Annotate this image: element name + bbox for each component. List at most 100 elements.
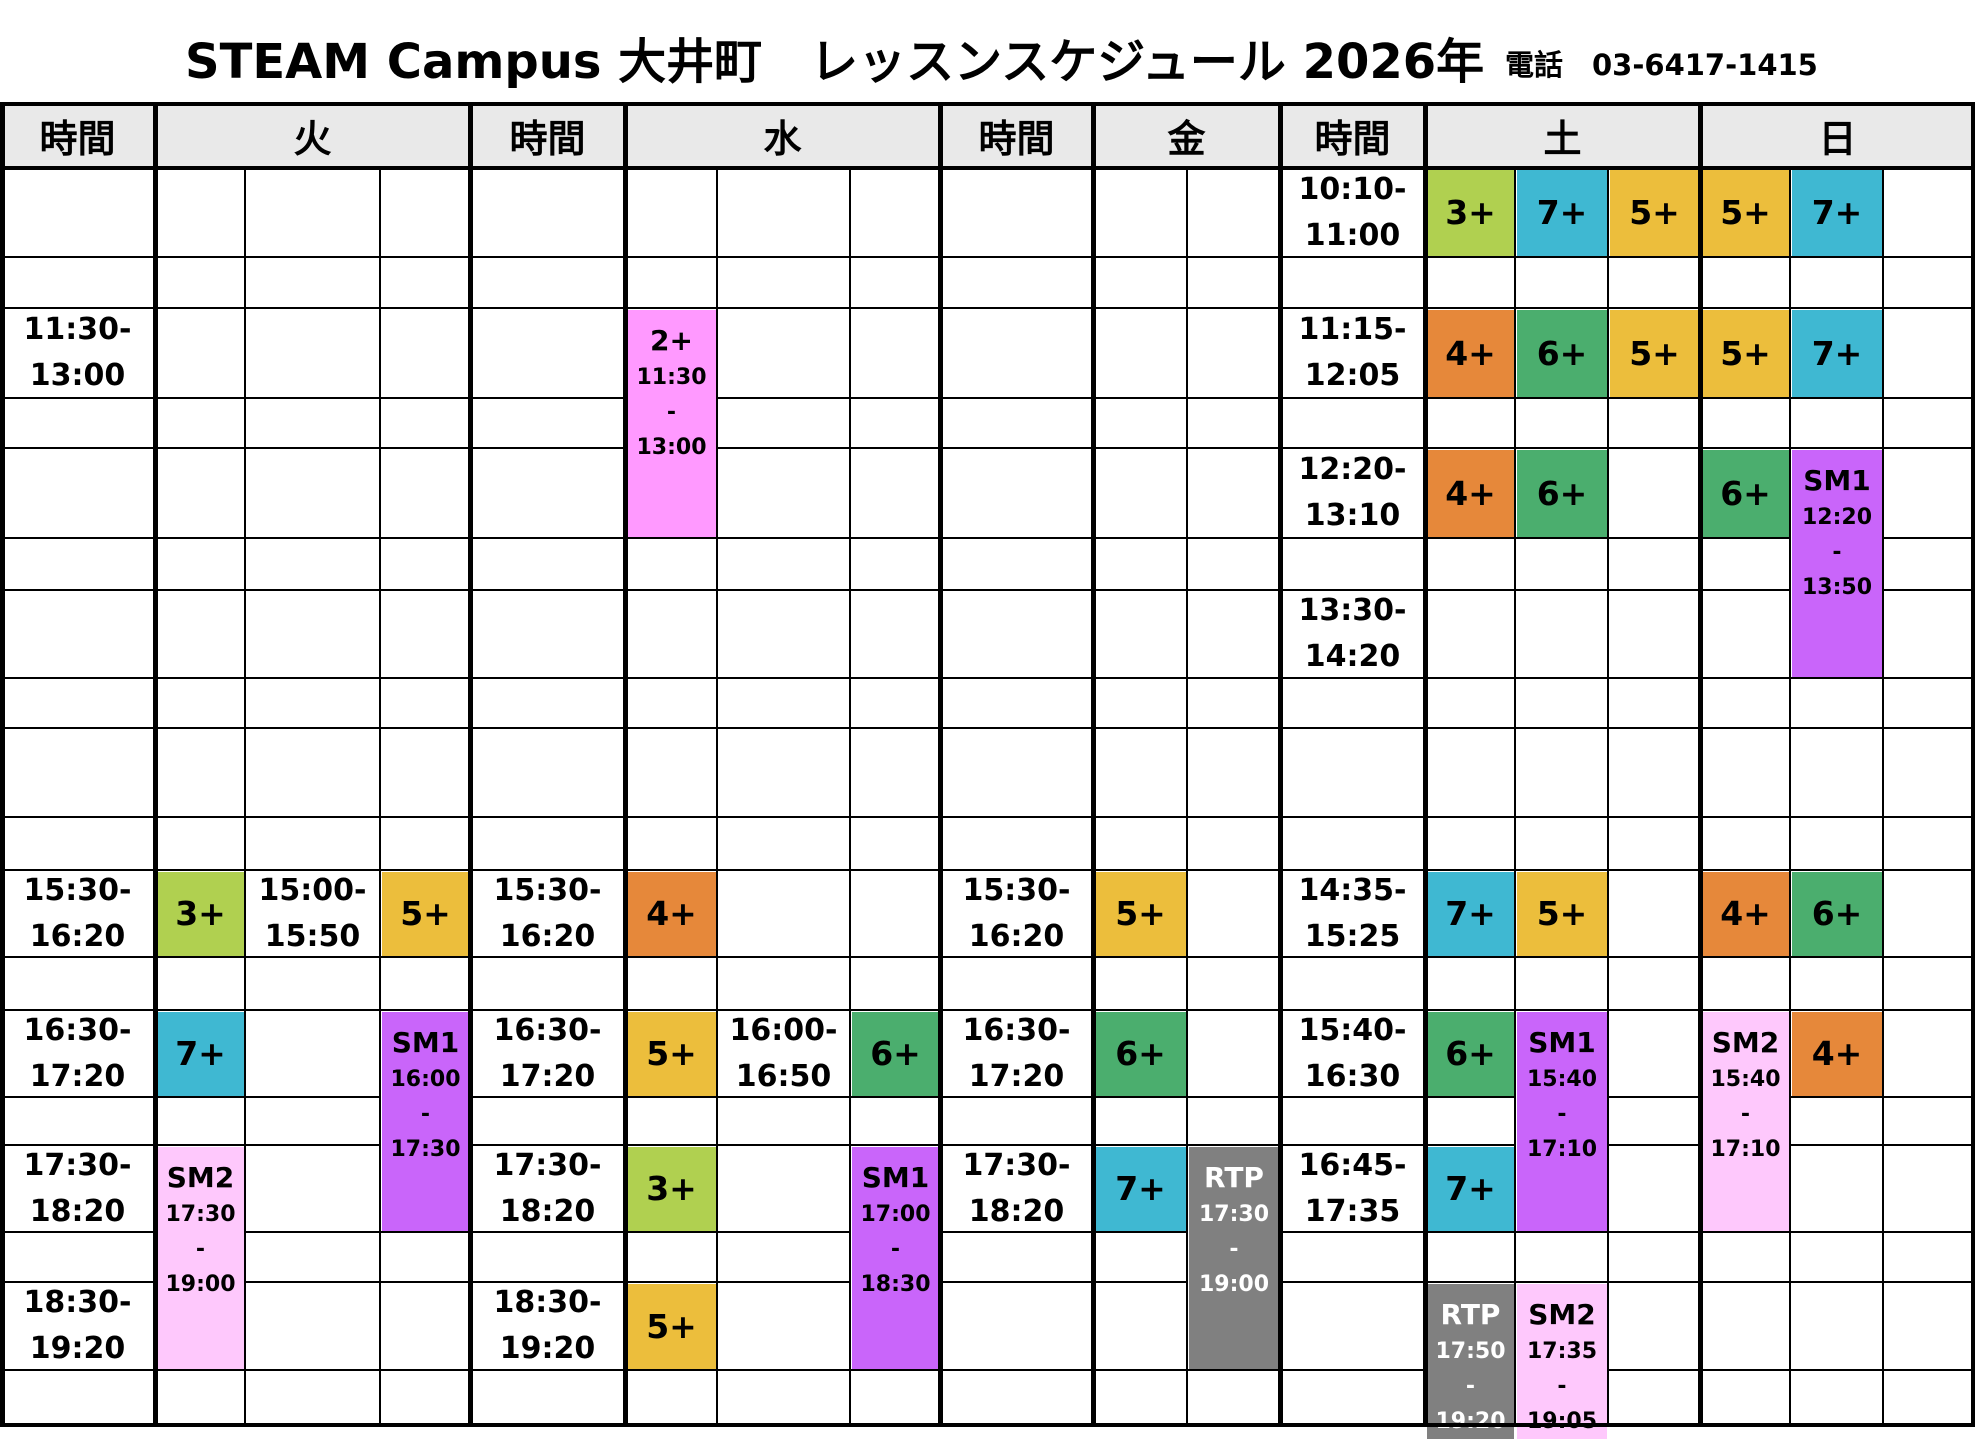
lesson-cell[interactable]: 3+ [157,872,244,956]
grid-line [1280,397,1426,399]
grid-line [940,397,1094,399]
grid-line [940,869,1094,871]
time-label-line: 17:30- [493,1147,602,1183]
grid-line [380,1231,471,1233]
time-label: 11:15- 12:05 [1280,308,1425,398]
lesson-cell[interactable]: 6+ [1517,450,1607,537]
lesson-cell[interactable]: 5+ [382,872,469,956]
lesson-cell[interactable]: 5+ [1610,170,1699,256]
grid-line [1789,168,1791,1427]
grid-line [0,1423,1975,1427]
grid-line [717,869,851,871]
grid-line [0,102,1975,106]
lesson-cell[interactable]: 7+ [1427,1147,1514,1231]
grid-line [1187,956,1281,958]
lesson-cell[interactable]: RTP 17:30 - 19:00 [1189,1147,1279,1369]
grid-line [380,537,471,539]
grid-line [155,397,246,399]
lesson-cell[interactable]: SM2 17:35 - 19:05 [1517,1284,1607,1439]
lesson-cell[interactable]: 4+ [1427,450,1514,537]
grid-line [1883,816,1975,818]
grid-line [245,1096,381,1098]
lesson-cell[interactable]: 4+ [1792,1012,1882,1096]
lesson-cell[interactable]: 6+ [1702,450,1789,537]
grid-line [1280,589,1426,591]
time-label-line: 13:00 [29,358,126,393]
grid-line [1187,1009,1281,1011]
grid-line [1187,1096,1281,1098]
grid-line [940,1096,1094,1098]
lesson-cell[interactable]: SM1 15:40 - 17:10 [1517,1012,1607,1231]
grid-line [1093,1096,1188,1098]
lesson-cell[interactable]: SM2 17:30 - 19:00 [157,1147,244,1369]
lesson-label: 6+ [1536,473,1588,513]
lesson-label: 5+ [646,1306,697,1346]
lesson-cell[interactable]: RTP 17:50 - 19:20 [1427,1284,1514,1439]
lesson-cell[interactable]: 3+ [627,1147,716,1231]
lesson-cell[interactable]: SM1 16:00 - 17:30 [382,1012,469,1231]
time-label: 16:30- 17:20 [470,1010,625,1097]
grid-line [1883,956,1975,958]
lesson-cell[interactable]: 5+ [1095,872,1186,956]
lesson-cell[interactable]: 7+ [1427,872,1514,956]
header-bg [1425,103,1700,168]
lesson-label: 6+ [870,1034,921,1073]
time-label-line: 16:20 [499,918,596,954]
lesson-cell[interactable]: 5+ [1702,170,1789,256]
lesson-cell[interactable]: 4+ [1702,872,1789,956]
lesson-cell[interactable]: 6+ [1517,310,1607,397]
lesson-label: 5+ [1115,894,1166,933]
lesson-cell[interactable]: 6+ [1095,1012,1186,1096]
grid-line [1700,1009,1791,1011]
page-title: STEAM Campus 大井町 レッスンスケジュール 2026年 [185,34,1485,90]
time-label-line: 15:30- [23,872,132,908]
grid-line [1280,256,1426,258]
time-label-line: 13:10 [1304,498,1401,533]
lesson-cell[interactable]: 7+ [1095,1147,1186,1231]
grid-line [1425,956,1516,958]
lesson-label: 5+ [1720,193,1771,232]
lesson-cell[interactable]: 4+ [1427,310,1514,397]
lesson-cell[interactable]: 3+ [1427,170,1514,256]
lesson-time: 18:30 [860,1272,931,1297]
lesson-cell[interactable]: 5+ [627,1284,716,1369]
time-label-line: 15:40- [1298,1012,1407,1048]
grid-line [155,1369,246,1371]
lesson-cell[interactable]: 5+ [1610,310,1699,397]
lesson-cell[interactable]: 4+ [627,872,716,956]
lesson-label: SM2 [1528,1298,1596,1331]
grid-line [1280,1369,1426,1371]
lesson-time: 17:10 [1710,1137,1781,1162]
lesson-cell[interactable]: 7+ [1792,310,1882,397]
lesson-cell[interactable]: 2+ 11:30 - 13:00 [627,310,716,537]
lesson-label: SM1 [861,1161,930,1194]
lesson-cell[interactable]: SM2 15:40 - 17:10 [1702,1012,1789,1231]
grid-line [938,103,943,1427]
grid-line [940,1009,1094,1011]
grid-line [245,447,381,449]
grid-line [380,447,471,449]
lesson-cell[interactable]: 7+ [157,1012,244,1096]
lesson-cell[interactable]: 6+ [1792,872,1882,956]
lesson-cell[interactable]: 7+ [1792,170,1882,256]
lesson-cell[interactable]: SM1 12:20 - 13:50 [1792,450,1882,677]
lesson-cell[interactable]: 6+ [1427,1012,1514,1096]
lesson-cell[interactable]: 5+ [1517,872,1607,956]
grid-line [1515,537,1609,539]
lesson-cell[interactable]: 5+ [1702,310,1789,397]
grid-line [470,537,626,539]
grid-line [245,1009,381,1011]
grid-line [1700,1231,1791,1233]
grid-line [1700,589,1791,591]
grid-line [245,1144,381,1146]
grid-line [1093,1369,1188,1371]
grid-line [245,589,381,591]
grid-line [1187,816,1281,818]
lesson-cell[interactable]: 6+ [852,1012,939,1096]
lesson-cell[interactable]: SM1 17:00 - 18:30 [852,1147,939,1369]
lesson-cell[interactable]: 5+ [627,1012,716,1096]
grid-line [940,537,1094,539]
grid-line [1700,1281,1791,1283]
lesson-cell[interactable]: 7+ [1517,170,1607,256]
grid-line [1790,727,1884,729]
